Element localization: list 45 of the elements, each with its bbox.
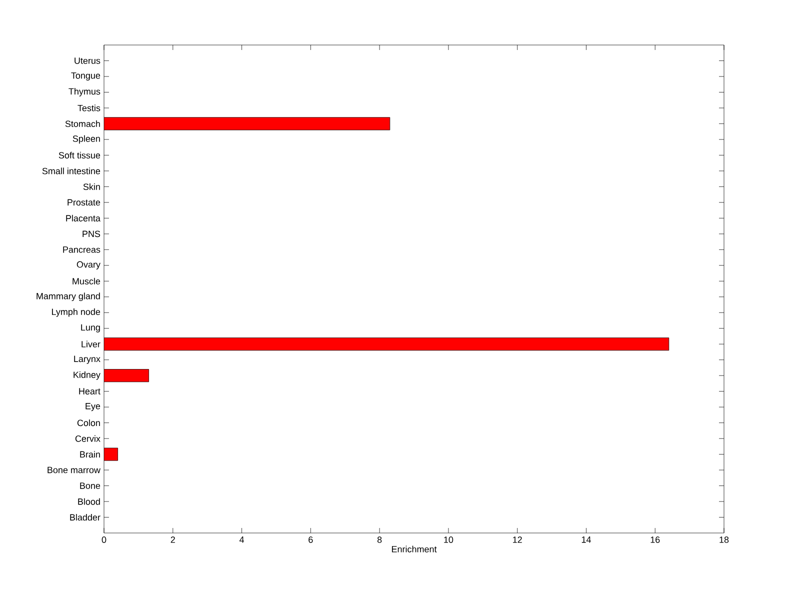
x-tick-label: 4 xyxy=(239,536,244,543)
y-tick-label: Thymus xyxy=(68,88,100,96)
y-tick-label: Heart xyxy=(79,388,100,394)
bar xyxy=(104,369,149,382)
bar xyxy=(104,338,670,351)
y-tick-label: Mammary gland xyxy=(36,292,100,302)
y-tick-label: Cervix xyxy=(75,435,100,442)
y-tick-label: Pancreas xyxy=(63,246,100,253)
y-tick-label: PNS xyxy=(82,230,100,238)
x-tick-label: 2 xyxy=(170,536,175,543)
y-tick-label: Brain xyxy=(80,450,100,458)
y-tick-label: Eye xyxy=(86,403,100,412)
y-tick-label: Lung xyxy=(81,324,100,332)
y-tick-label: Testis xyxy=(78,104,100,112)
y-tick-label: Skin xyxy=(83,183,100,190)
x-tick-label: 0 xyxy=(102,536,106,543)
x-tick-label: 8 xyxy=(377,536,382,543)
x-tick-label: 6 xyxy=(308,536,313,543)
y-tick-label: Stomach xyxy=(65,120,100,128)
y-tick-label: Placenta xyxy=(66,214,100,222)
y-tick-label: Ovary xyxy=(76,261,100,270)
y-tick-label: Tongue xyxy=(71,72,100,81)
y-tick-label: Bone xyxy=(80,482,100,489)
x-axis-title: Enrichment xyxy=(392,546,437,552)
y-tick-label: Lymph node xyxy=(52,308,100,317)
bar xyxy=(104,448,118,461)
x-tick-label: 10 xyxy=(444,536,454,543)
y-tick-label: Bladder xyxy=(70,514,100,521)
y-tick-label: Blood xyxy=(78,498,100,505)
x-tick-label: 12 xyxy=(513,536,522,543)
y-tick-label: Small intestine xyxy=(42,168,100,174)
y-tick-label: Prostate xyxy=(68,199,100,206)
y-tick-label: Muscle xyxy=(72,278,100,284)
y-tick-label: Liver xyxy=(82,340,100,348)
y-tick-label: Spleen xyxy=(72,135,100,144)
y-tick-label: Colon xyxy=(77,419,100,426)
y-tick-label: Uterus xyxy=(74,58,100,64)
x-tick-label: 16 xyxy=(650,536,660,543)
x-tick-label: 14 xyxy=(582,536,591,543)
y-tick-label: Soft tissue xyxy=(58,152,100,158)
y-tick-label: Larynx xyxy=(74,356,100,364)
y-tick-label: Kidney xyxy=(74,371,100,380)
bar xyxy=(104,117,390,130)
y-tick-label: Bone marrow xyxy=(48,466,100,474)
x-tick-label: 18 xyxy=(720,536,729,543)
